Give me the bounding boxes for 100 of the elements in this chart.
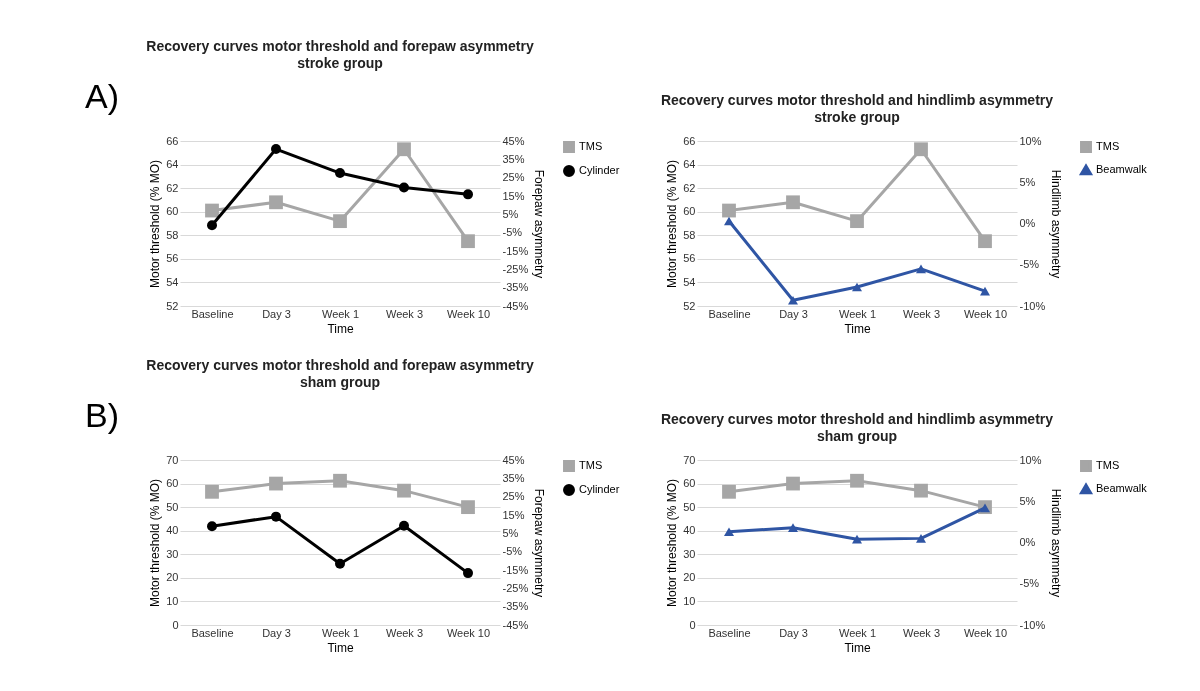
y-tick-label: 58: [166, 228, 179, 241]
y-tick-label: 0: [172, 618, 179, 631]
y-tick-label: 54: [683, 275, 696, 288]
point: [850, 473, 864, 488]
x-tick-label: Week 1: [321, 307, 360, 320]
y2-tick-label: -15%: [502, 563, 529, 576]
y2-tick-label: 10%: [1019, 134, 1042, 147]
y-tick-label: 52: [683, 299, 696, 312]
y-tick-label: 0: [689, 618, 696, 631]
y2-tick-label: -10%: [1019, 618, 1046, 631]
y-tick-label: 40: [166, 524, 179, 537]
y2-tick-label: 35%: [502, 152, 525, 165]
y-axis-title: Motor threshold (% MO): [665, 478, 680, 608]
chart-subtitle: stroke group: [297, 55, 383, 71]
point: [850, 214, 864, 229]
y2-axis-title: Hindlimb asymmetry: [1049, 488, 1064, 598]
y-tick-label: 10: [166, 594, 179, 607]
y-tick-label: 50: [166, 500, 179, 513]
y2-tick-label: 5%: [502, 526, 519, 539]
chart-subtitle: sham group: [816, 428, 898, 444]
point: [852, 534, 862, 544]
point: [914, 142, 928, 157]
point: [724, 527, 734, 537]
y2-tick-label: 25%: [502, 171, 525, 184]
chart-title: Recovery curves motor threshold and hindlimb asymmetry: [660, 92, 1054, 108]
text: B): [85, 396, 119, 434]
point: [722, 484, 736, 499]
legend-label: TMS: [579, 459, 603, 471]
point: [205, 484, 219, 499]
y-tick-label: 10: [683, 594, 696, 607]
x-tick-label: Day 3: [262, 307, 291, 320]
point: [852, 282, 862, 292]
x-axis-title: Time: [844, 640, 871, 655]
legend-label: TMS: [1096, 459, 1120, 471]
x-tick-label: Week 10: [446, 307, 491, 320]
y2-tick-label: -15%: [502, 244, 529, 257]
y-tick-label: 62: [166, 181, 179, 194]
point: [724, 216, 734, 226]
y2-tick-label: -10%: [1019, 299, 1046, 312]
point: [916, 534, 926, 543]
x-tick-label: Week 1: [838, 626, 877, 639]
x-tick-label: Baseline: [191, 626, 234, 639]
point: [914, 483, 928, 498]
y-tick-label: 30: [166, 547, 179, 560]
y2-tick-label: -35%: [502, 281, 529, 294]
chart-title: Recovery curves motor threshold and hindlimb asymmetry: [660, 411, 1054, 427]
legend-label: Beamwalk: [1096, 163, 1148, 175]
point: [271, 144, 281, 155]
y2-tick-label: 45%: [502, 453, 525, 466]
point: [207, 521, 217, 532]
x-tick-label: Week 1: [321, 626, 360, 639]
legend-label: TMS: [579, 140, 603, 152]
y-tick-label: 56: [166, 252, 179, 265]
point: [397, 142, 411, 157]
x-axis-title: Time: [844, 321, 871, 336]
y2-tick-label: -5%: [1019, 577, 1040, 590]
y2-tick-label: 15%: [502, 189, 525, 202]
x-tick-label: Day 3: [779, 626, 808, 639]
y-tick-label: 60: [683, 477, 696, 490]
chart-subtitle: stroke group: [814, 109, 900, 125]
y-tick-label: 70: [683, 453, 696, 466]
legend-label: Cylinder: [579, 164, 620, 176]
y2-tick-label: 5%: [1019, 175, 1036, 188]
y-tick-label: 66: [166, 134, 179, 147]
x-tick-label: Baseline: [708, 626, 751, 639]
x-tick-label: Week 3: [902, 626, 941, 639]
point: [463, 568, 473, 579]
x-tick-label: Week 1: [838, 307, 877, 320]
y2-tick-label: 45%: [502, 134, 525, 147]
point: [207, 220, 217, 231]
y2-axis-title: Hindlimb asymmetry: [1049, 169, 1064, 279]
y-tick-label: 20: [166, 571, 179, 584]
y2-tick-label: 15%: [502, 508, 525, 521]
y2-tick-label: -5%: [502, 545, 523, 558]
point: [269, 195, 283, 210]
point: [205, 203, 219, 218]
y-tick-label: 56: [683, 252, 696, 265]
point: [461, 500, 475, 515]
y-tick-label: 60: [683, 205, 696, 218]
x-tick-label: Week 3: [385, 307, 424, 320]
x-tick-label: Day 3: [779, 307, 808, 320]
y2-tick-label: -45%: [502, 618, 529, 631]
y-tick-label: 50: [683, 500, 696, 513]
point: [271, 511, 281, 522]
y2-tick-label: -5%: [502, 226, 523, 239]
y-tick-label: 54: [166, 275, 179, 288]
y2-tick-label: 10%: [1019, 453, 1042, 466]
y-tick-label: 70: [166, 453, 179, 466]
x-tick-label: Baseline: [191, 307, 234, 320]
point: [335, 168, 345, 179]
y2-tick-label: 5%: [1019, 494, 1036, 507]
point: [786, 195, 800, 210]
y-tick-label: 64: [683, 158, 696, 171]
point: [788, 295, 798, 305]
point: [722, 203, 736, 218]
y-tick-label: 60: [166, 205, 179, 218]
y2-axis-title: Forepaw asymmetry: [532, 169, 547, 279]
y-tick-label: 40: [683, 524, 696, 537]
y2-tick-label: -5%: [1019, 258, 1040, 271]
y-axis-title: Motor threshold (% MO): [665, 159, 680, 289]
